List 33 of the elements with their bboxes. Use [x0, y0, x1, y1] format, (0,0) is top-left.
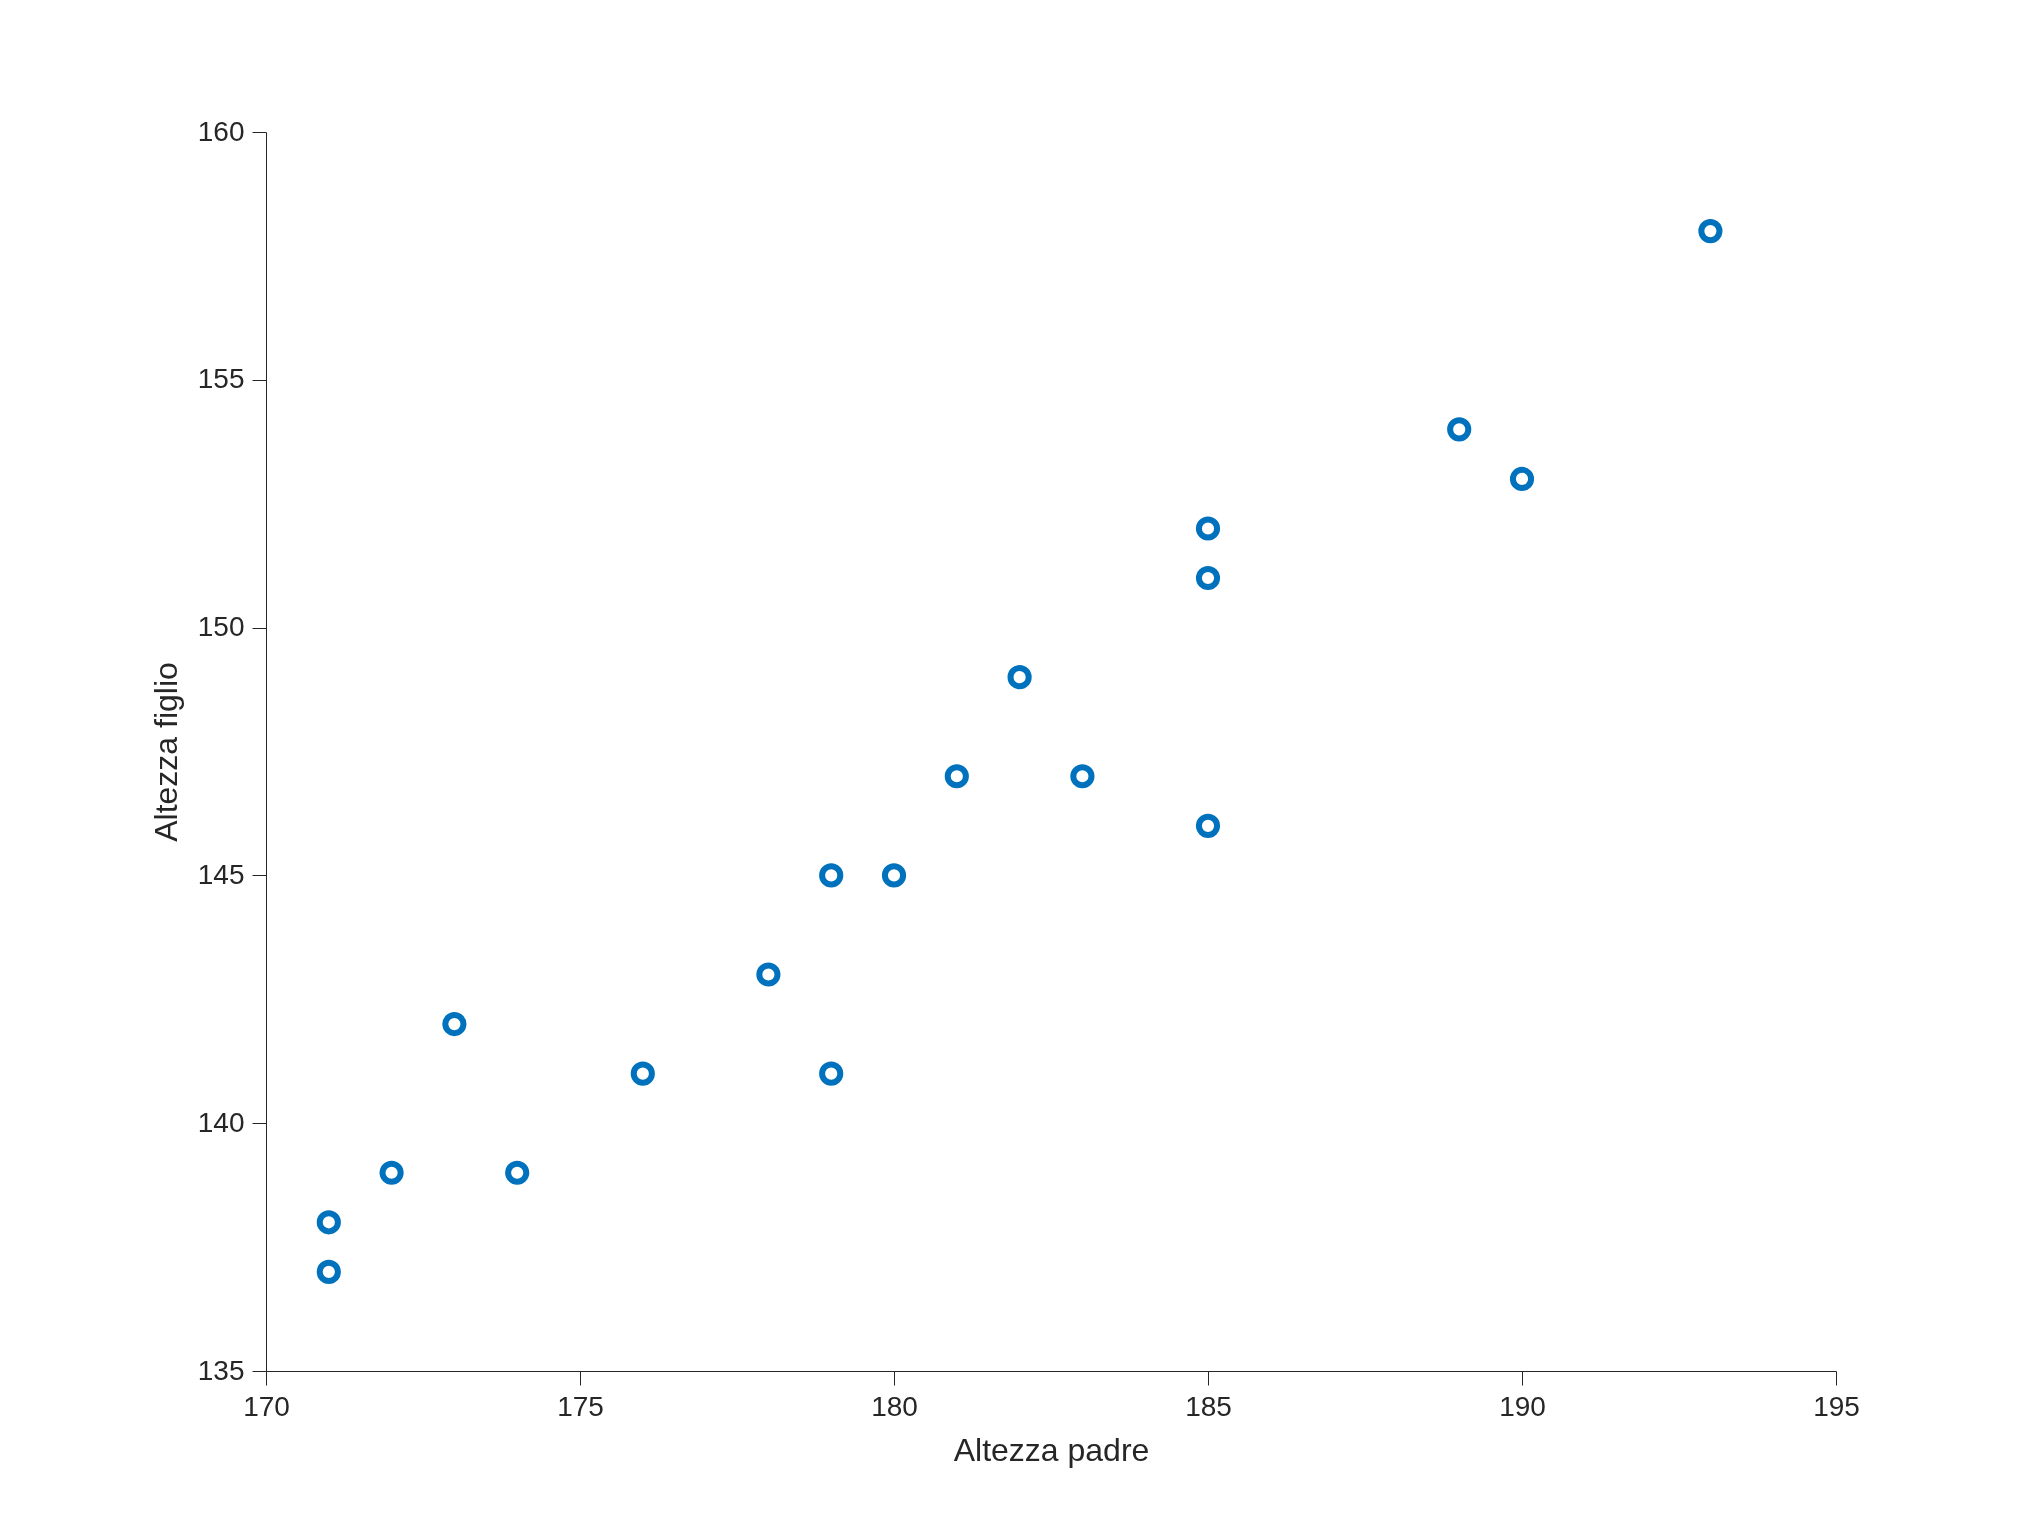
- point: [1070, 764, 1095, 789]
- y-tick-label: 150: [197, 611, 245, 643]
- x-tick-label: 190: [1499, 1390, 1546, 1422]
- point: [944, 764, 969, 789]
- point: [1195, 516, 1221, 541]
- y-axis-title: Altezza figlio: [147, 662, 184, 842]
- point: [1007, 665, 1032, 690]
- x-tick-label: 195: [1813, 1390, 1860, 1422]
- y-tick-label: 140: [197, 1106, 245, 1138]
- x-axis-title: Altezza padre: [953, 1431, 1150, 1468]
- point: [1447, 417, 1472, 442]
- point: [756, 962, 781, 987]
- point: [1509, 466, 1535, 491]
- point: [316, 1259, 341, 1284]
- y-tick-label: 155: [197, 363, 245, 395]
- point: [316, 1210, 341, 1235]
- point: [1195, 565, 1221, 591]
- point: [505, 1160, 530, 1185]
- point: [881, 863, 907, 888]
- point: [1195, 813, 1221, 838]
- y-tick-label: 160: [197, 115, 245, 147]
- x-tick-label: 180: [871, 1390, 918, 1422]
- point: [442, 1012, 467, 1037]
- x-tick-label: 185: [1185, 1390, 1232, 1422]
- point: [379, 1160, 404, 1185]
- point: [819, 863, 844, 888]
- point: [630, 1061, 655, 1086]
- point: [1698, 219, 1723, 244]
- point: [819, 1061, 844, 1086]
- x-tick-label: 175: [557, 1390, 604, 1422]
- x-tick-label: 170: [243, 1390, 290, 1422]
- y-tick-label: 145: [197, 858, 245, 890]
- y-tick-label: 135: [197, 1354, 245, 1386]
